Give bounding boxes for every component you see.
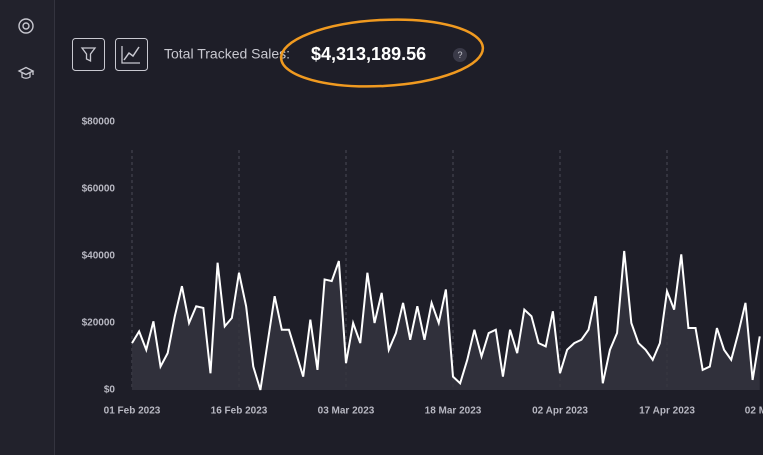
x-tick-label: 16 Feb 2023 — [211, 406, 268, 417]
target-icon[interactable] — [18, 18, 34, 34]
x-tick-label: 02 Apr 2023 — [532, 406, 588, 417]
chart-button[interactable] — [115, 38, 148, 71]
x-tick-label: 01 Feb 2023 — [104, 406, 161, 417]
y-tick-label: $60000 — [82, 184, 116, 195]
x-tick-label: 02 May 2023 — [745, 406, 763, 417]
x-tick-label: 18 Mar 2023 — [425, 406, 482, 417]
help-text[interactable]: ? — [457, 50, 462, 60]
y-tick-label: $80000 — [82, 117, 116, 128]
learn-icon[interactable] — [17, 66, 35, 79]
x-tick-label: 17 Apr 2023 — [639, 406, 695, 417]
y-tick-label: $20000 — [82, 318, 116, 329]
filter-button[interactable] — [72, 38, 105, 71]
x-tick-label: 03 Mar 2023 — [318, 406, 375, 417]
sidebar — [0, 0, 54, 455]
y-tick-label: $0 — [104, 385, 116, 396]
y-tick-label: $40000 — [82, 251, 116, 262]
highlight-ellipse — [279, 18, 485, 88]
help-badge[interactable] — [453, 48, 467, 62]
total-label: Total Tracked Sales: — [164, 46, 290, 62]
total-value: $4,313,189.56 — [311, 44, 426, 64]
line — [131, 250, 761, 391]
plot: $0 $20000 $40000 $60000 $80000 01 Feb 2023 16 … — [82, 117, 763, 417]
area — [132, 250, 760, 390]
